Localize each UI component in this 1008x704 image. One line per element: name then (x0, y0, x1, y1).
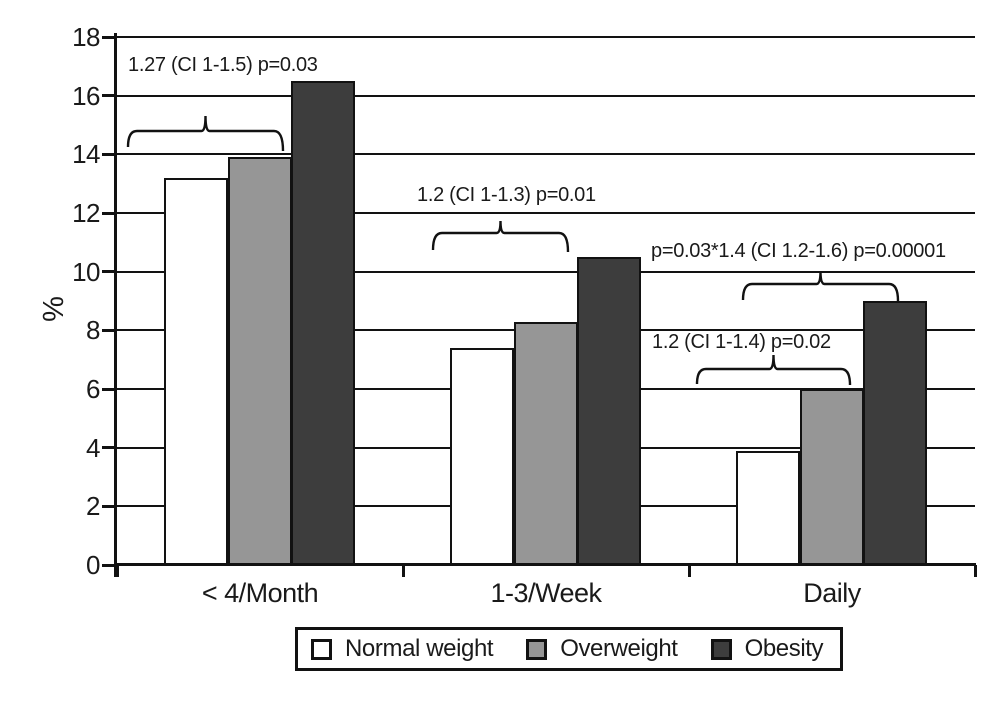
x-axis-line (114, 563, 976, 566)
y-tick-label-16: 16 (72, 80, 100, 111)
brace-4 (695, 354, 852, 386)
y-tick-label-0: 0 (86, 550, 100, 580)
y-tick-8 (102, 328, 115, 332)
x-tick-2 (687, 565, 691, 577)
x-tick-0 (115, 565, 119, 577)
plot-area (117, 36, 975, 566)
brace-3 (741, 270, 900, 302)
brace-2 (431, 220, 570, 253)
y-axis-line (114, 33, 117, 577)
legend-item-overweight: Overweight (526, 635, 678, 663)
x-axis-label: Daily (803, 578, 861, 608)
y-tick-4 (102, 446, 115, 450)
legend-swatch-overweight (526, 638, 548, 660)
legend-label: Obesity (744, 635, 824, 662)
y-tick-label-10: 10 (72, 256, 100, 287)
bar-overweight-3 (799, 389, 864, 566)
y-tick-label-18: 18 (72, 22, 100, 52)
x-axis-label: < 4/Month (201, 578, 319, 608)
annotation-text-4: 1.2 (CI 1-1.4) p=0.02 (652, 331, 831, 353)
y-tick-label-2: 2 (86, 491, 100, 522)
bar-normal-weight-3 (736, 450, 800, 566)
gridline-10 (117, 270, 975, 273)
annotation-text-2: 1.2 (CI 1-1.3) p=0.01 (417, 184, 596, 206)
bar-normal-weight-1 (164, 177, 228, 566)
legend-label: Overweight (560, 635, 678, 662)
y-tick-16 (102, 94, 115, 98)
y-tick-label-6: 6 (86, 374, 100, 404)
y-tick-label-12: 12 (72, 198, 100, 228)
legend-item-obesity: Obesity (710, 635, 824, 663)
gridline-12 (117, 212, 975, 214)
y-tick-label-4: 4 (86, 432, 100, 463)
y-tick-label-8: 8 (86, 315, 100, 346)
brace-1 (126, 115, 285, 152)
x-tick-1 (401, 565, 405, 577)
y-tick-6 (102, 387, 115, 391)
legend-label: Normal weight (345, 635, 494, 662)
y-tick-0 (102, 563, 115, 567)
gridline-18 (117, 36, 975, 38)
legend-item-normal-weight: Normal weight (311, 635, 494, 663)
legend: Normal weight Overweight Obesity (295, 627, 843, 671)
y-tick-14 (102, 152, 115, 156)
gridline-16 (117, 94, 975, 97)
legend-swatch-obesity (710, 638, 732, 660)
y-tick-label-14: 14 (72, 139, 100, 170)
y-tick-2 (102, 504, 115, 508)
y-tick-18 (102, 35, 115, 39)
x-tick-3 (973, 565, 977, 577)
bar-obesity-3 (863, 301, 927, 566)
bar-overweight-1 (227, 157, 292, 566)
x-axis-label: 1-3/Week (490, 578, 602, 608)
legend-swatch-normal-weight (311, 638, 332, 660)
annotation-text-3: p=0.03*1.4 (CI 1.2-1.6) p=0.00001 (651, 240, 946, 262)
annotation-text-1: 1.27 (CI 1-1.5) p=0.03 (128, 54, 318, 76)
gridline-14 (117, 153, 975, 156)
bar-obesity-1 (291, 81, 355, 566)
y-tick-12 (102, 211, 115, 215)
y-tick-10 (102, 270, 115, 274)
